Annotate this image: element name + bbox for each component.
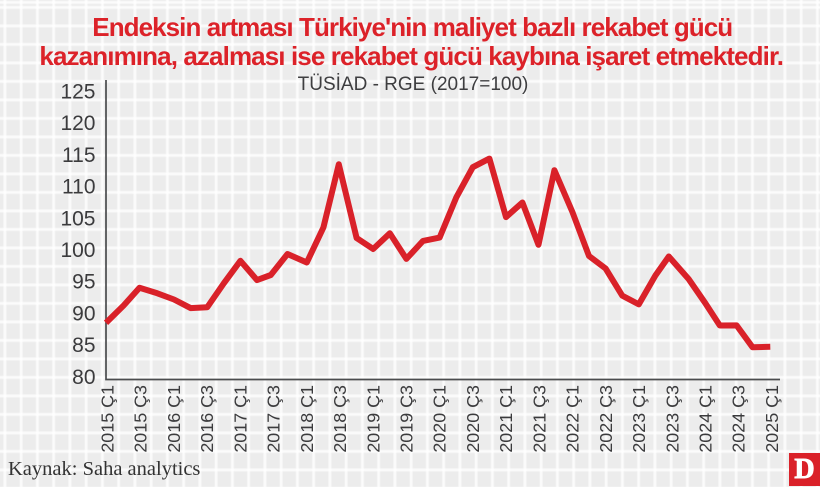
svg-text:120: 120 [60,112,95,135]
svg-text:2015 Ç3: 2015 Ç3 [131,385,151,453]
svg-text:2019 Ç1: 2019 Ç1 [363,385,383,453]
svg-text:2020 Ç1: 2020 Ç1 [430,385,450,453]
svg-text:80: 80 [72,366,95,389]
svg-text:105: 105 [60,207,95,230]
svg-text:2020 Ç3: 2020 Ç3 [463,385,483,453]
svg-text:2019 Ç3: 2019 Ç3 [397,385,417,453]
svg-text:2022 Ç1: 2022 Ç1 [563,385,583,453]
svg-text:2022 Ç3: 2022 Ç3 [596,385,616,453]
svg-text:2023 Ç1: 2023 Ç1 [629,385,649,453]
svg-text:2016 Ç3: 2016 Ç3 [197,385,217,453]
svg-text:2017 Ç1: 2017 Ç1 [230,385,250,453]
svg-text:85: 85 [72,334,95,357]
svg-text:2018 Ç1: 2018 Ç1 [297,385,317,453]
svg-text:2016 Ç1: 2016 Ç1 [164,385,184,453]
svg-text:2024 Ç1: 2024 Ç1 [696,385,716,453]
svg-text:2021 Ç1: 2021 Ç1 [496,385,516,453]
svg-text:2025 Ç1: 2025 Ç1 [762,385,782,453]
svg-text:115: 115 [62,144,95,167]
svg-text:2015 Ç1: 2015 Ç1 [98,385,118,453]
svg-text:2021 Ç3: 2021 Ç3 [529,385,549,453]
svg-text:95: 95 [72,271,95,294]
svg-text:2024 Ç3: 2024 Ç3 [729,385,749,453]
svg-text:2018 Ç3: 2018 Ç3 [330,385,350,453]
svg-text:90: 90 [72,302,95,325]
svg-text:110: 110 [62,176,95,199]
svg-text:2017 Ç3: 2017 Ç3 [264,385,284,453]
svg-text:2023 Ç3: 2023 Ç3 [662,385,682,453]
svg-text:100: 100 [60,239,95,262]
svg-text:125: 125 [60,81,95,104]
